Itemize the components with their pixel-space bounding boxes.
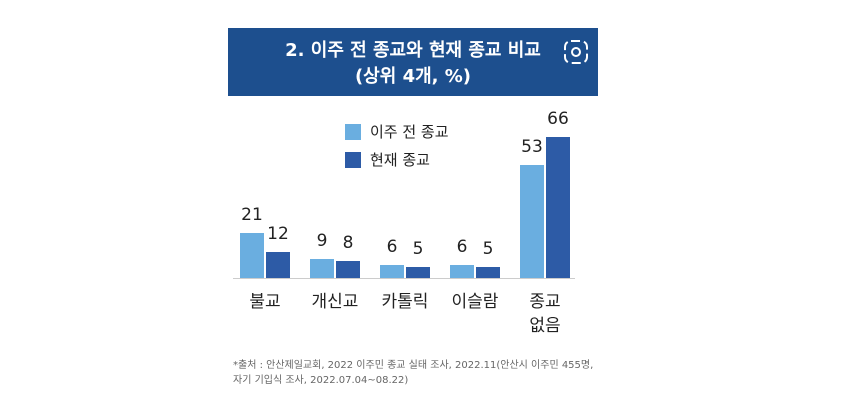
value-label: 21: [241, 205, 263, 226]
baseline: [233, 278, 575, 279]
x-tick-label: 이슬람: [451, 292, 499, 312]
value-label: 9: [316, 230, 328, 251]
bar: [266, 252, 290, 278]
legend-label: 이주 전 종교: [370, 123, 449, 141]
bar: [520, 164, 544, 278]
legend-label: 현재 종교: [370, 151, 430, 169]
x-tick-label: 불교: [249, 292, 281, 312]
bar: [546, 136, 570, 278]
chart-subtitle: (상위 4개, %): [354, 66, 472, 87]
x-tick-label: 종교 없음: [529, 292, 561, 336]
x-tick-label: 개신교: [311, 292, 359, 312]
value-label: 6: [456, 237, 468, 258]
value-label: 53: [521, 136, 543, 157]
bar: [450, 265, 474, 278]
value-label: 66: [547, 108, 569, 129]
value-label: 5: [412, 239, 424, 260]
lens-icon[interactable]: [560, 36, 592, 68]
source-note: *출처 : 안산제일교회, 2022 이주민 종교 실태 조사, 2022.11…: [233, 360, 594, 371]
x-tick-label: 카톨릭: [381, 292, 429, 312]
chart-title: 2. 이주 전 종교와 현재 종교 비교: [285, 40, 541, 61]
bar: [240, 233, 264, 278]
legend-swatch: [345, 152, 361, 168]
bar: [380, 265, 404, 278]
bar: [336, 260, 360, 278]
legend-swatch: [345, 124, 361, 140]
bar: [476, 267, 500, 278]
value-label: 6: [386, 237, 398, 258]
value-label: 8: [342, 232, 354, 253]
value-label: 12: [267, 224, 289, 245]
source-note: 자기 기입식 조사, 2022.07.04~08.22): [233, 375, 409, 386]
bar: [406, 267, 430, 278]
value-label: 5: [482, 239, 494, 260]
title-banner: [228, 28, 598, 96]
bar: [310, 258, 334, 278]
